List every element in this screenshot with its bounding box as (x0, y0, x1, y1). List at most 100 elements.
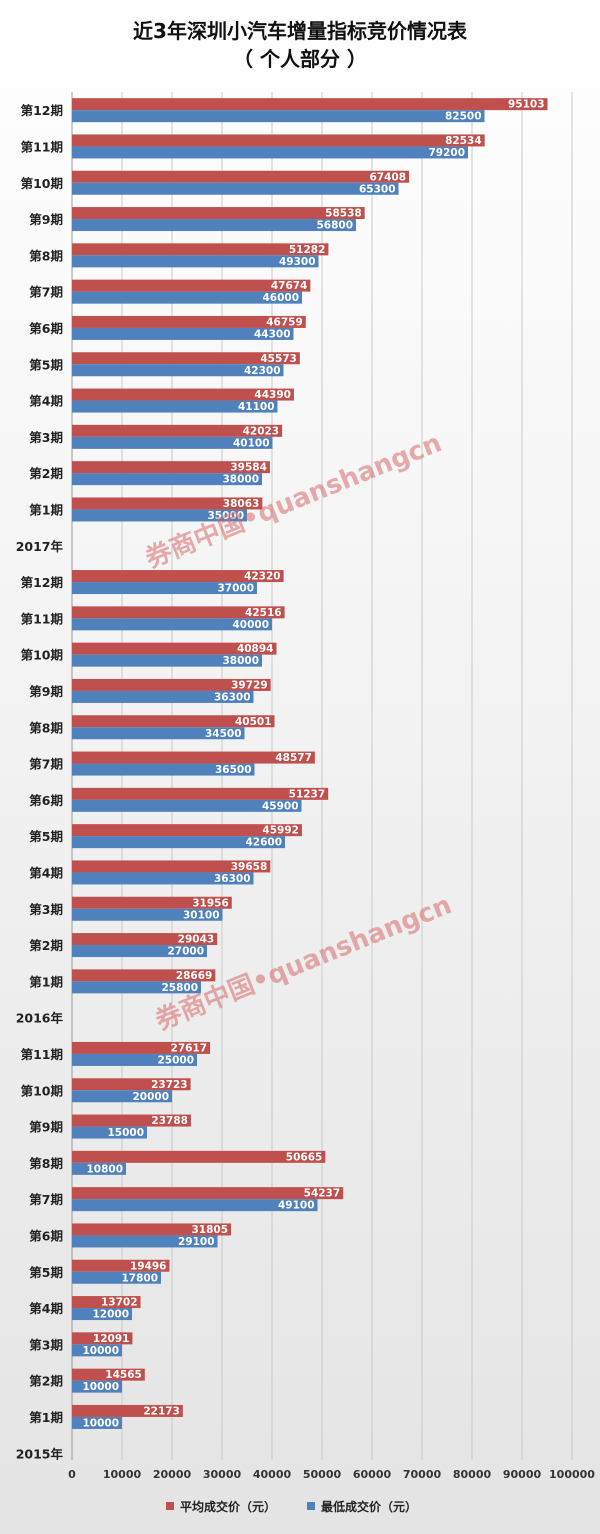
category-label: 第11期 (21, 611, 63, 626)
data-label-average: 23723 (151, 1079, 188, 1091)
x-tick-label: 0 (68, 1468, 76, 1481)
bar-average (72, 860, 271, 873)
category-label: 第1期 (29, 502, 63, 517)
category-label: 第2期 (29, 1374, 63, 1389)
data-label-minimum: 10800 (86, 1163, 123, 1175)
data-label-average: 42516 (245, 607, 282, 619)
bar-average (72, 315, 306, 328)
bar-average (72, 1296, 141, 1309)
bar-average (72, 1078, 191, 1091)
data-label-average: 27617 (171, 1042, 208, 1054)
category-label: 第10期 (21, 176, 63, 191)
category-label: 第6期 (29, 793, 63, 808)
data-label-average: 40894 (237, 643, 274, 655)
data-label-minimum: 56800 (316, 220, 353, 232)
data-label-average: 51282 (289, 244, 326, 256)
category-label: 第4期 (29, 865, 63, 880)
category-label: 第7期 (29, 285, 63, 300)
category-label: 第5期 (29, 829, 63, 844)
category-label: 第12期 (21, 575, 63, 590)
bar-average (72, 207, 365, 220)
data-label-average: 45992 (262, 825, 299, 837)
data-label-average: 67408 (370, 171, 407, 183)
x-tick-label: 100000 (549, 1468, 595, 1481)
data-label-minimum: 41100 (238, 401, 275, 413)
data-label-minimum: 40000 (232, 619, 269, 631)
data-label-average: 31805 (191, 1224, 228, 1236)
category-label: 第5期 (29, 357, 63, 372)
bar-minimum (72, 219, 356, 232)
bar-minimum (72, 1235, 218, 1248)
bar-minimum (72, 436, 273, 449)
data-label-average: 38063 (223, 498, 260, 510)
category-label: 第12期 (21, 103, 63, 118)
data-label-average: 51237 (289, 788, 326, 800)
category-label: 第3期 (29, 430, 63, 445)
bar-average (72, 1368, 145, 1381)
bar-minimum (72, 327, 294, 340)
data-label-average: 19496 (130, 1260, 167, 1272)
data-label-average: 39729 (231, 679, 268, 691)
data-label-minimum: 36500 (215, 764, 252, 776)
chart-title: 近3年深圳小汽车增量指标竞价情况表 (133, 19, 468, 43)
legend: 平均成交价（元） 最低成交价（元） (166, 1499, 417, 1514)
data-label-minimum: 25800 (161, 982, 198, 994)
bar-average (72, 424, 283, 437)
data-label-minimum: 36300 (214, 873, 251, 885)
data-label-average: 23788 (151, 1115, 188, 1127)
bar-minimum (72, 582, 257, 595)
bar-minimum (72, 799, 302, 812)
x-tick-label: 10000 (103, 1468, 142, 1481)
bar-minimum (72, 727, 245, 740)
bar-average (72, 751, 315, 764)
data-label-average: 22173 (143, 1405, 180, 1417)
data-label-minimum: 49300 (279, 256, 316, 268)
bar-minimum (72, 146, 468, 159)
bar-average (72, 824, 302, 837)
category-label: 第8期 (29, 720, 63, 735)
bar-average (72, 461, 270, 474)
bar-minimum (72, 1308, 132, 1321)
bar-minimum (72, 1126, 147, 1139)
data-label-minimum: 79200 (428, 147, 465, 159)
bar-average (72, 1114, 191, 1127)
bar-average (72, 98, 548, 111)
bar-minimum (72, 654, 262, 667)
category-label: 第1期 (29, 1410, 63, 1425)
data-label-average: 39584 (230, 462, 267, 474)
x-tick-label: 40000 (253, 1468, 292, 1481)
data-label-average: 50665 (286, 1151, 323, 1163)
legend-swatch-min (307, 1502, 315, 1510)
bar-minimum (72, 255, 319, 268)
data-label-minimum: 27000 (167, 946, 204, 958)
bar-average (72, 388, 294, 401)
data-label-minimum: 42600 (245, 837, 282, 849)
category-label: 第4期 (29, 394, 63, 409)
bar-minimum (72, 291, 302, 304)
data-label-minimum: 10000 (82, 1345, 119, 1357)
bar-minimum (72, 1162, 126, 1175)
bar-average (72, 170, 410, 183)
data-label-average: 46759 (266, 316, 303, 328)
bar-minimum (72, 1199, 318, 1212)
category-label: 第5期 (29, 1265, 63, 1280)
data-label-minimum: 49100 (278, 1200, 315, 1212)
data-label-minimum: 42300 (244, 365, 281, 377)
bar-average (72, 787, 329, 800)
category-label: 第9期 (29, 684, 63, 699)
bar-minimum (72, 1416, 122, 1429)
category-label: 第10期 (21, 648, 63, 663)
data-label-average: 58538 (325, 208, 362, 220)
category-label: 第2期 (29, 938, 63, 953)
bar-average (72, 1259, 170, 1272)
category-labels: 第12期第11期第10期第9期第8期第7期第6期第5期第4期第3期第2期第1期2… (16, 103, 64, 1461)
data-label-average: 39658 (231, 861, 268, 873)
legend-swatch-avg (166, 1502, 174, 1510)
data-label-minimum: 30100 (183, 909, 220, 921)
bar-minimum (72, 1344, 122, 1357)
bar-minimum (72, 1053, 197, 1066)
bar-minimum (72, 400, 278, 413)
x-tick-label: 20000 (153, 1468, 192, 1481)
category-label: 第10期 (21, 1083, 63, 1098)
